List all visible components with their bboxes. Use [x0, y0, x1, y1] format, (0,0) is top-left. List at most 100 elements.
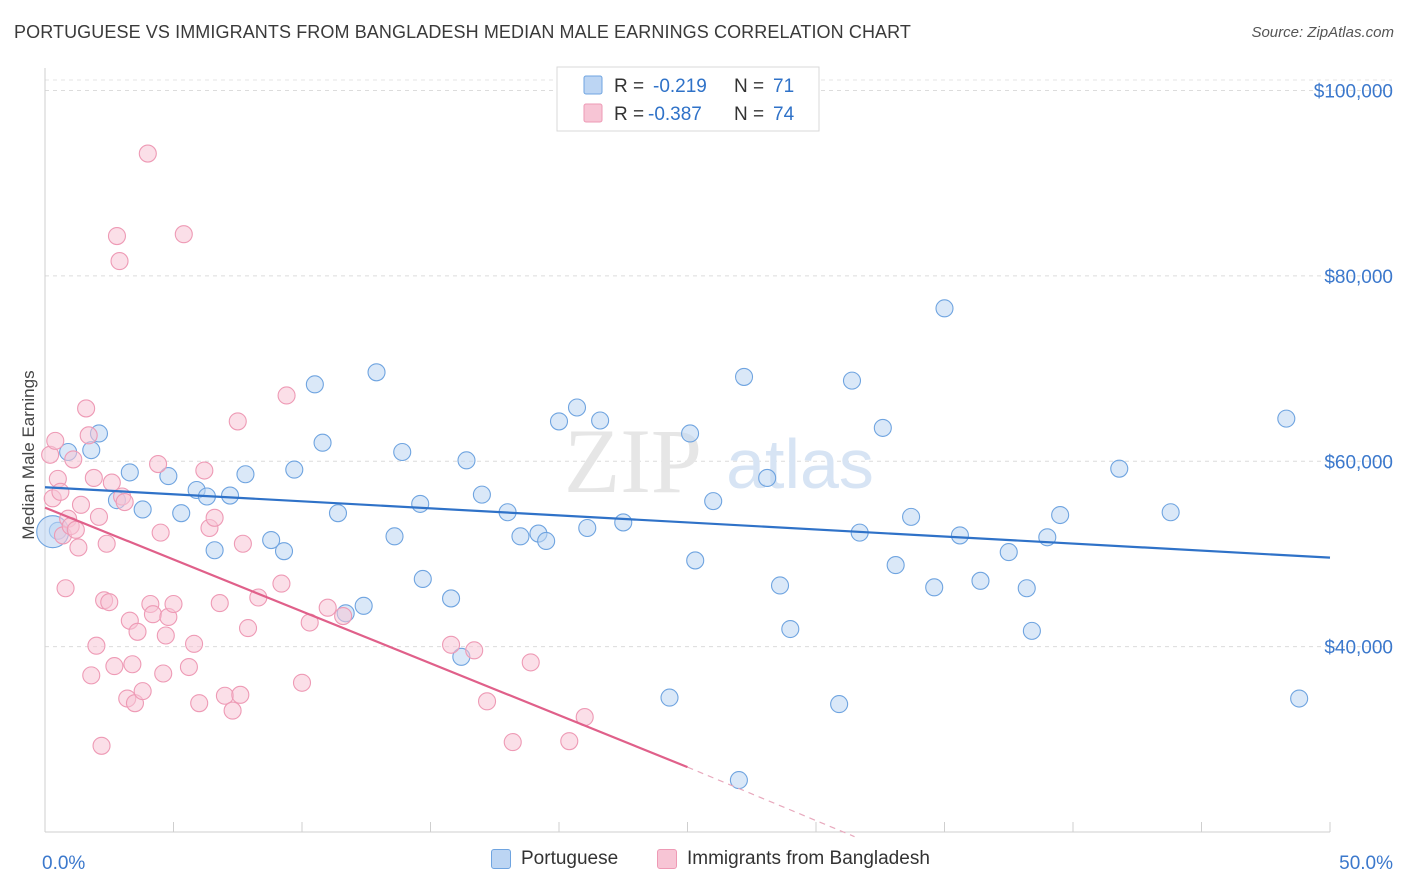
stats-legend: R = -0.219 N = 71 R = -0.387 N = 74 — [556, 66, 820, 132]
point-1-4 — [51, 482, 70, 501]
stats-n-value-2: 74 — [773, 104, 795, 125]
point-0-61 — [1022, 621, 1041, 640]
point-1-6 — [56, 579, 75, 598]
point-0-54 — [902, 507, 921, 526]
point-0-8 — [172, 504, 191, 523]
point-1-52 — [215, 686, 234, 705]
point-0-22 — [367, 363, 386, 382]
point-0-24 — [393, 442, 412, 462]
point-1-24 — [105, 657, 124, 676]
point-0-55 — [925, 578, 944, 597]
point-0-66 — [1277, 409, 1296, 428]
point-1-65 — [442, 635, 461, 654]
point-1-43 — [164, 594, 183, 614]
point-0-50 — [842, 371, 862, 390]
point-1-55 — [231, 685, 250, 704]
point-0-58 — [971, 571, 990, 590]
point-0-30 — [472, 485, 491, 504]
point-1-31 — [123, 655, 142, 674]
point-1-57 — [238, 619, 258, 638]
watermark-atlas: atlas — [726, 425, 874, 503]
y-tick-label-2: $80,000 — [1324, 267, 1393, 288]
stats-r-label-1: R = — [614, 76, 644, 97]
point-1-63 — [318, 598, 337, 617]
point-0-14 — [262, 530, 281, 550]
trend-line-0 — [44, 486, 1331, 559]
point-0-48 — [781, 619, 800, 639]
point-1-53 — [223, 701, 242, 720]
point-0-5 — [120, 463, 139, 482]
source-note: Source: ZipAtlas.com — [1251, 24, 1394, 41]
point-0-57 — [950, 526, 969, 545]
trend-lines — [44, 486, 1331, 838]
point-1-25 — [107, 226, 127, 246]
point-0-46 — [758, 468, 777, 488]
point-0-32 — [511, 527, 530, 546]
legend-label-portuguese: Portuguese — [521, 848, 619, 869]
stats-legend-swatch-portuguese — [583, 75, 603, 95]
point-1-15 — [82, 666, 101, 685]
point-1-17 — [87, 636, 106, 655]
y-tick-label-0: $40,000 — [1324, 638, 1393, 659]
x-tick-labels: 0.0% 50.0% — [42, 853, 1393, 874]
legend-item-portuguese[interactable]: Portuguese — [491, 848, 618, 870]
point-1-61 — [292, 673, 312, 692]
legend-swatch-portuguese — [491, 849, 511, 869]
point-0-67 — [1290, 689, 1309, 708]
point-0-45 — [734, 367, 754, 386]
point-1-40 — [154, 664, 173, 683]
point-1-14 — [79, 426, 98, 445]
point-0-2 — [82, 441, 101, 460]
point-1-60 — [277, 386, 296, 405]
bottom-legend: Portuguese Immigrants from Bangladesh — [0, 848, 1406, 878]
point-1-11 — [69, 538, 88, 557]
point-1-54 — [228, 412, 247, 431]
stats-n-label-1: N = — [734, 76, 764, 97]
legend-item-bangladesh[interactable]: Immigrants from Bangladesh — [657, 848, 930, 870]
point-0-13 — [236, 465, 255, 484]
y-axis-label: Median Male Earnings — [19, 370, 38, 539]
stats-n-value-1: 71 — [773, 76, 794, 97]
point-0-15 — [274, 542, 294, 561]
point-0-29 — [457, 451, 476, 470]
point-0-47 — [770, 576, 790, 595]
point-0-42 — [686, 551, 705, 570]
point-0-65 — [1161, 503, 1180, 522]
trend-line-dashed-1 — [687, 766, 855, 838]
point-1-50 — [205, 508, 224, 527]
point-1-44 — [174, 225, 193, 244]
point-1-68 — [503, 733, 522, 752]
point-0-17 — [305, 375, 324, 394]
trend-line-1 — [44, 506, 688, 769]
point-0-12 — [220, 486, 240, 505]
point-0-40 — [660, 688, 679, 707]
point-1-46 — [185, 634, 204, 653]
point-0-43 — [704, 492, 723, 511]
point-1-38 — [149, 454, 168, 474]
point-0-63 — [1051, 505, 1070, 525]
point-1-35 — [138, 144, 157, 163]
point-0-18 — [313, 433, 332, 452]
watermark-zip: ZIP — [564, 410, 702, 512]
stats-r-value-2: -0.387 — [648, 104, 702, 125]
stats-legend-swatch-bangladesh — [583, 103, 603, 123]
stats-n-label-2: N = — [734, 104, 764, 125]
chart-title: PORTUGUESE VS IMMIGRANTS FROM BANGLADESH… — [14, 22, 912, 42]
point-1-28 — [115, 492, 134, 512]
point-1-70 — [560, 732, 579, 751]
point-1-18 — [89, 507, 109, 526]
point-0-7 — [159, 467, 178, 486]
point-1-23 — [102, 473, 121, 492]
point-0-38 — [591, 411, 610, 430]
point-0-19 — [328, 504, 348, 523]
point-1-66 — [465, 641, 484, 660]
y-tick-labels: $40,000 $60,000 $80,000 $100,000 — [1314, 82, 1393, 659]
point-0-36 — [567, 398, 587, 417]
point-1-67 — [477, 692, 497, 711]
point-1-64 — [334, 606, 353, 626]
y-tick-label-1: $60,000 — [1324, 452, 1393, 473]
point-0-34 — [537, 531, 556, 551]
point-0-56 — [935, 299, 954, 318]
legend-label-bangladesh: Immigrants from Bangladesh — [687, 848, 930, 869]
